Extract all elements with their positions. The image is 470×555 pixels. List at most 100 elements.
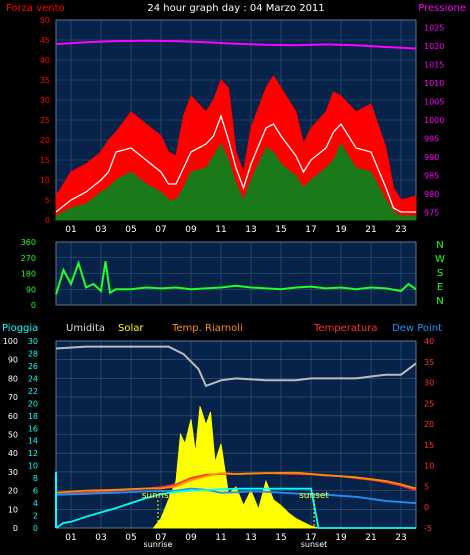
base-area [55,142,417,221]
hour-tick-label: 19 [335,533,347,543]
sunrise-marker-label: sunrise [142,491,175,501]
rain-tick-label: 24 [28,374,38,383]
chart-title: 24 hour graph day : 04 Marzo 2011 [147,3,324,14]
wind-tick-label: 35 [40,76,50,85]
direction-tick-label: 0 [31,301,36,310]
hour-tick-label: 05 [125,225,136,235]
hour-tick-label: 05 [125,533,136,543]
hour-tick-label: 17 [305,533,316,543]
direction-line [55,259,417,295]
rain-tick-label: 12 [28,449,38,458]
rain-tick-label: 14 [28,437,38,446]
wind-tick-label: 5 [45,196,50,205]
wind-tick-label: 25 [40,116,50,125]
humidity-tick-label: 30 [8,468,18,477]
rain-tick-label: 18 [28,412,38,421]
humidity-tick-label: 0 [13,524,18,533]
hour-tick-label: 17 [305,225,316,235]
direction-tick-label: 180 [21,270,36,279]
legend-label: Umidita [66,323,105,334]
pressure-tick-label: 975 [424,209,439,218]
rain-tick-label: 8 [33,474,38,483]
rain-tick-label: 28 [28,349,38,358]
wind-tick-label: 30 [40,96,50,105]
rain-tick-label: 16 [28,424,38,433]
hour-tick-label: 07 [155,533,166,543]
pressure-label: Pressione [418,3,466,14]
rain-tick-label: 10 [28,462,38,471]
hour-tick-label: 23 [395,533,406,543]
hour-tick-label: 15 [275,533,286,543]
legend-label: Temp. Riarnoli [171,323,243,334]
rain-tick-label: 2 [33,512,38,521]
hour-tick-label: 23 [395,225,406,235]
hour-tick-label: 21 [365,225,376,235]
temp-tick-label: 35 [424,358,434,367]
hour-tick-label: 01 [65,533,76,543]
temp-tick-label: 30 [424,379,434,388]
rain-tick-label: 4 [33,499,38,508]
hour-tick-label: 07 [155,225,166,235]
rain-tick-label: 30 [28,337,38,346]
legend-label: Dew Point [392,323,442,334]
wind-tick-label: 45 [40,36,50,45]
wind-speed-label: Forza vento [6,3,65,14]
compass-label: E [437,282,443,293]
sunrise-axis-label: sunrise [144,540,173,549]
pressure-tick-label: 990 [424,153,439,162]
direction-tick-label: 360 [21,238,36,247]
humidity-tick-label: 90 [8,356,18,365]
umidita-line [55,345,417,388]
rain-tick-label: 0 [33,524,38,533]
temp-tick-label: 5 [424,482,429,491]
average-wind-line [55,113,416,213]
rain-tick-label: 22 [28,387,38,396]
rain-tick-label: 6 [33,487,38,496]
rain-tick-label: 20 [28,399,38,408]
sunset-axis-label: sunset [301,540,328,549]
hour-tick-label: 09 [185,225,197,235]
temp-riarnoli-line [55,471,417,494]
hour-tick-label: 03 [95,225,106,235]
dew-point-line [55,487,417,504]
temp-tick-label: -5 [424,524,432,533]
wind-tick-label: 0 [45,216,50,225]
humidity-tick-label: 80 [8,374,18,383]
solar-area [152,406,319,529]
pressure-tick-label: 1005 [424,97,444,106]
legend-label: Pioggia [2,323,38,334]
compass-label: N [436,240,443,251]
wind-tick-label: 10 [40,176,50,185]
hour-tick-label: 19 [335,225,347,235]
pressure-tick-label: 1000 [424,116,444,125]
rain-tick-label: 26 [28,362,38,371]
wind-tick-label: 50 [40,16,50,25]
pressure-tick-label: 1020 [424,42,444,51]
wind-tick-label: 40 [40,56,50,65]
hour-tick-label: 03 [95,533,106,543]
temp-tick-label: 20 [424,420,434,429]
pressure-tick-label: 1015 [424,60,444,69]
wind-tick-label: 15 [40,156,50,165]
rain-rate-bar [55,471,57,528]
compass-label: W [435,254,445,265]
hour-tick-label: 09 [185,533,197,543]
pressure-tick-label: 1025 [424,23,444,32]
pressure-tick-label: 985 [424,172,439,181]
temp-tick-label: 10 [424,462,434,471]
temp-tick-label: 0 [424,503,429,512]
humidity-tick-label: 70 [8,393,18,402]
hour-tick-label: 11 [215,533,226,543]
temp-tick-label: 15 [424,441,434,450]
humidity-tick-label: 20 [8,487,18,496]
hour-tick-label: 21 [365,533,376,543]
hour-tick-label: 13 [245,533,256,543]
direction-tick-label: 270 [21,254,36,263]
legend-label: Temperatura [313,323,378,334]
hour-tick-label: 11 [215,225,226,235]
pressure-tick-label: 980 [424,190,439,199]
pressure-tick-label: 995 [424,135,439,144]
sunset-marker-label: sunset [299,491,329,501]
